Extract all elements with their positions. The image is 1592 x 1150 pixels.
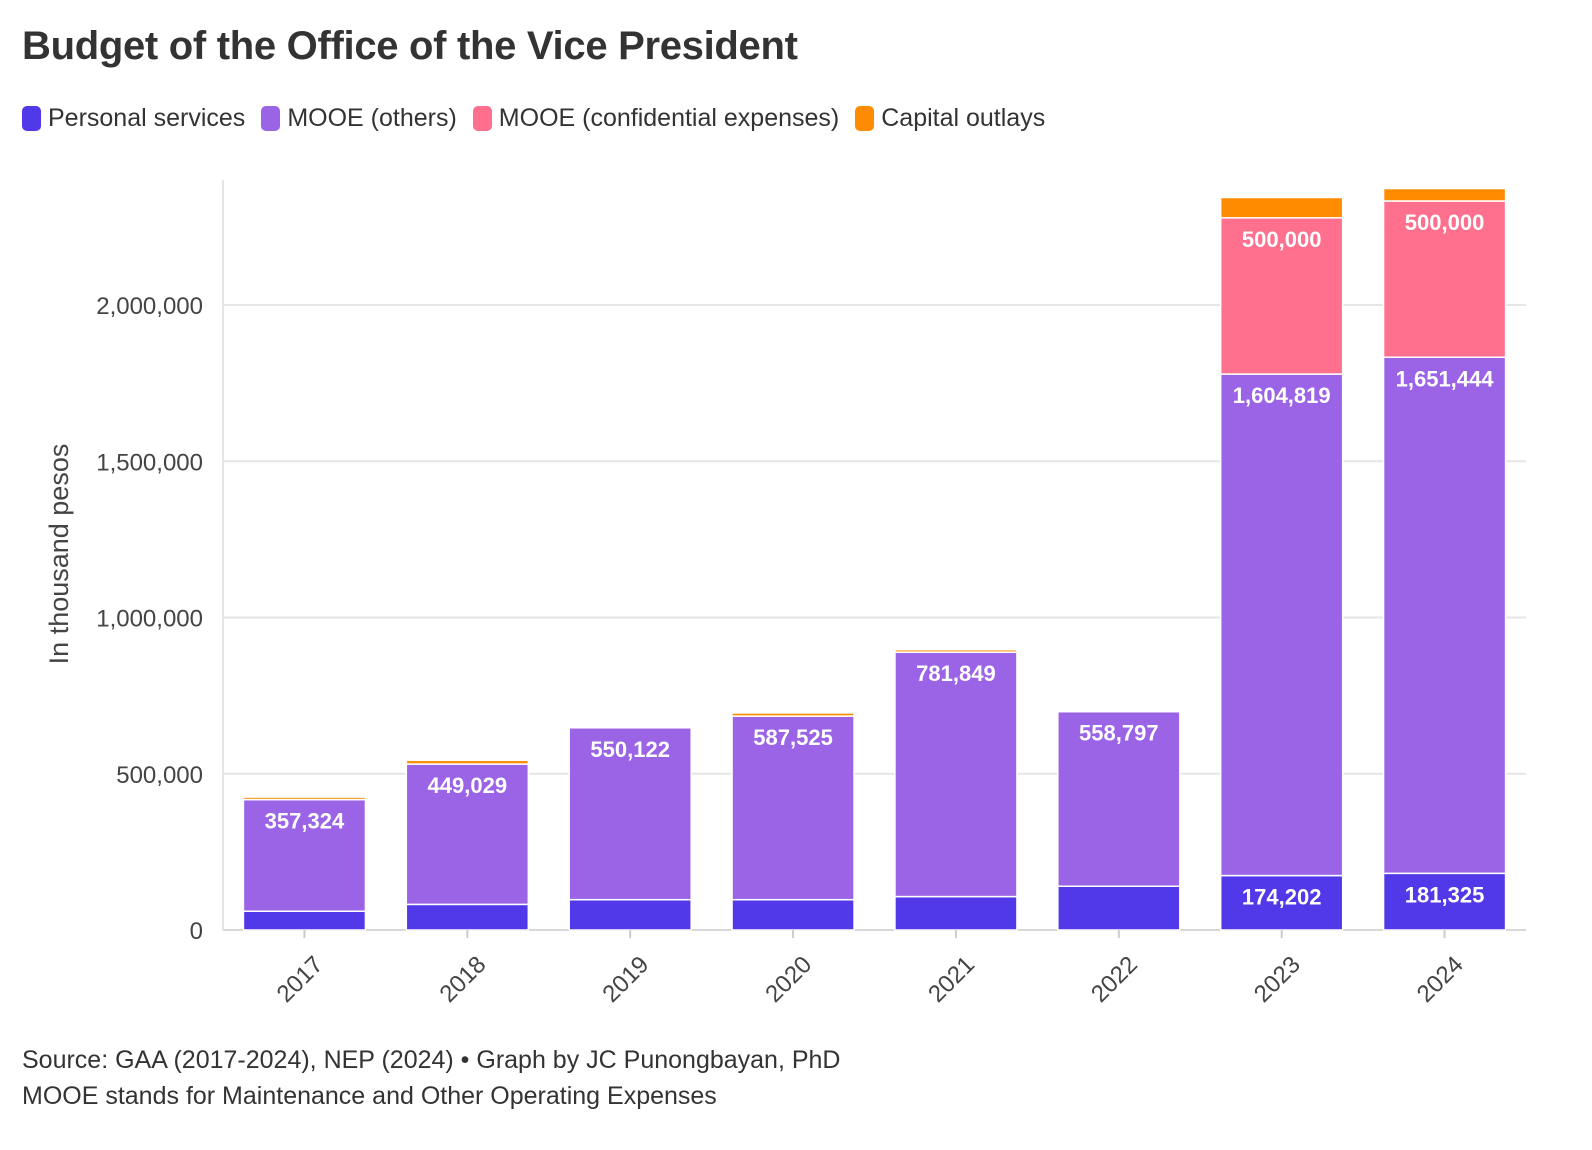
data-label: 500,000 bbox=[1405, 210, 1485, 235]
bar-segment[interactable] bbox=[1382, 872, 1507, 931]
legend-item-mooe-confidential[interactable]: MOOE (confidential expenses) bbox=[472, 104, 840, 133]
data-label: 449,029 bbox=[428, 773, 508, 798]
x-tick-label: 2020 bbox=[760, 951, 817, 1008]
legend: Personal services MOOE (others) MOOE (co… bbox=[22, 104, 1061, 133]
bar-segment[interactable] bbox=[1219, 196, 1344, 219]
bar-segment[interactable] bbox=[568, 898, 692, 931]
x-tick-label: 2022 bbox=[1086, 951, 1143, 1008]
data-label: 550,122 bbox=[590, 737, 670, 762]
data-label: 181,325 bbox=[1405, 882, 1485, 907]
chart-title: Budget of the Office of the Vice Preside… bbox=[22, 24, 798, 68]
data-label: 500,000 bbox=[1242, 227, 1322, 252]
bar-segment[interactable] bbox=[1057, 885, 1181, 931]
bar-segment[interactable] bbox=[1057, 710, 1181, 887]
y-axis-title: In thousand pesos bbox=[44, 444, 74, 665]
data-label: 1,651,444 bbox=[1396, 366, 1495, 391]
y-axis: 0 500,000 1,000,000 1,500,000 2,000,000 bbox=[96, 293, 203, 945]
legend-swatch-mooe-others bbox=[261, 106, 281, 131]
bar-segment[interactable] bbox=[568, 727, 692, 901]
legend-item-personal-services[interactable]: Personal services bbox=[22, 104, 245, 133]
stacked-bar-chart: 0 500,000 1,000,000 1,500,000 2,000,000 357,… bbox=[44, 180, 1526, 1008]
bar-segment[interactable] bbox=[894, 648, 1018, 653]
bar-segment[interactable] bbox=[1057, 709, 1181, 713]
bar-segment[interactable] bbox=[894, 895, 1018, 931]
data-label: 1,604,819 bbox=[1233, 383, 1331, 408]
legend-label-mooe-others: MOOE (others) bbox=[287, 104, 457, 132]
bars bbox=[242, 187, 1507, 931]
bar-segment[interactable] bbox=[405, 759, 530, 765]
source-note: Source: GAA (2017-2024), NEP (2024) • Gr… bbox=[22, 1046, 841, 1074]
x-tick-label: 2019 bbox=[597, 951, 654, 1008]
legend-item-mooe-others[interactable]: MOOE (others) bbox=[261, 104, 457, 133]
legend-item-capital-outlays[interactable]: Capital outlays bbox=[855, 104, 1045, 133]
bar-segment[interactable] bbox=[1382, 200, 1507, 359]
bar-segment[interactable] bbox=[242, 796, 367, 801]
x-tick-label: 2018 bbox=[435, 951, 492, 1008]
x-axis: 2017 2018 2019 2020 2021 2022 2023 2024 bbox=[272, 930, 1469, 1008]
bar-segment[interactable] bbox=[405, 763, 530, 906]
data-label: 357,324 bbox=[265, 809, 345, 834]
legend-swatch-capital-outlays bbox=[855, 106, 875, 131]
y-tick-label: 500,000 bbox=[116, 762, 203, 789]
abbreviation-note: MOOE stands for Maintenance and Other Op… bbox=[22, 1082, 717, 1110]
data-label: 587,525 bbox=[753, 725, 833, 750]
y-tick-label: 1,000,000 bbox=[96, 606, 203, 633]
x-tick-label: 2021 bbox=[923, 951, 980, 1008]
bar-segment[interactable] bbox=[1382, 356, 1507, 875]
legend-label-personal-services: Personal services bbox=[48, 104, 246, 132]
y-tick-label: 0 bbox=[190, 918, 203, 945]
data-label: 174,202 bbox=[1242, 885, 1322, 910]
y-tick-label: 2,000,000 bbox=[96, 293, 203, 320]
data-label: 781,849 bbox=[916, 661, 996, 686]
bar-segment[interactable] bbox=[1219, 874, 1344, 931]
bar-segment[interactable] bbox=[731, 715, 855, 901]
bar-segment[interactable] bbox=[731, 898, 855, 931]
data-label: 558,797 bbox=[1079, 721, 1159, 746]
bar-segment[interactable] bbox=[242, 910, 367, 931]
bar-segment[interactable] bbox=[731, 712, 855, 717]
bar-segment[interactable] bbox=[568, 726, 692, 729]
x-tick-label: 2023 bbox=[1249, 951, 1306, 1008]
bar-segment[interactable] bbox=[405, 903, 530, 931]
y-tick-label: 1,500,000 bbox=[96, 449, 203, 476]
legend-swatch-personal-services bbox=[22, 106, 41, 131]
bar-segment[interactable] bbox=[894, 651, 1018, 898]
bar-segment[interactable] bbox=[1219, 217, 1344, 375]
bar-segment[interactable] bbox=[1382, 187, 1507, 202]
data-labels: 357,324 449,029 550,122 587,525 781,849 558,7… bbox=[265, 210, 1495, 910]
x-tick-label: 2017 bbox=[272, 951, 329, 1008]
x-tick-label: 2024 bbox=[1412, 951, 1469, 1008]
legend-swatch-mooe-confidential bbox=[472, 106, 492, 131]
bar-segment[interactable] bbox=[242, 798, 367, 912]
legend-label-mooe-confidential: MOOE (confidential expenses) bbox=[498, 104, 840, 132]
legend-label-capital-outlays: Capital outlays bbox=[881, 104, 1046, 132]
footer: Source: GAA (2017-2024), NEP (2024) • Gr… bbox=[22, 1042, 840, 1114]
bar-segment[interactable] bbox=[1219, 373, 1344, 877]
